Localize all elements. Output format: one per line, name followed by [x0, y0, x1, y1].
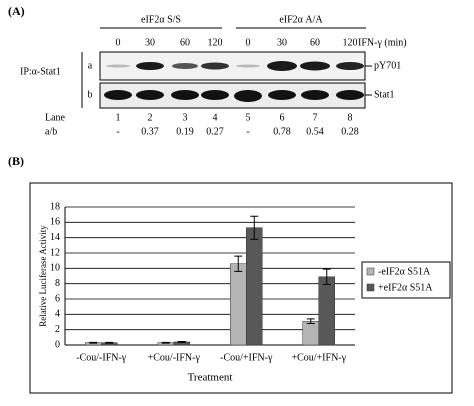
band-label: Stat1 [374, 89, 395, 100]
y-tick-label: 10 [50, 263, 60, 274]
ratio-value: 0.54 [306, 126, 324, 137]
panel-frame [29, 182, 453, 394]
ratio-value: 0.37 [141, 126, 159, 137]
ratio-value: 0.78 [273, 126, 291, 137]
time-value: 30 [277, 37, 287, 48]
legend-box [361, 261, 451, 299]
error-bar [177, 341, 186, 343]
panel-label: (B) [8, 154, 24, 168]
legend-swatch [366, 283, 375, 292]
y-tick-label: 14 [50, 232, 60, 243]
lane-number: 3 [183, 112, 188, 123]
row-label: a [88, 60, 93, 71]
time-value: 60 [310, 37, 320, 48]
group-label: eIF2α A/A [279, 14, 323, 25]
ratio-value: 0.28 [341, 126, 359, 137]
error-bar [306, 318, 315, 325]
lane-number: 4 [213, 112, 218, 123]
lane-number: 1 [116, 112, 121, 123]
group-label: eIF2α S/S [141, 14, 181, 25]
row-label: b [88, 89, 93, 100]
error-bar [250, 215, 259, 240]
bar [318, 276, 335, 346]
y-axis-label: Relative Luciferase Activity [38, 225, 48, 327]
error-bar [322, 268, 331, 285]
time-label: IFN-γ (min) [358, 37, 407, 48]
time-value: 30 [145, 37, 155, 48]
ratio-value: 0.19 [176, 126, 194, 137]
y-tick-label: 18 [50, 201, 60, 212]
time-value: 0 [116, 37, 121, 48]
y-tick-label: 4 [55, 309, 60, 320]
lane-number: 2 [148, 112, 153, 123]
time-value: 0 [246, 37, 251, 48]
error-bar [89, 341, 98, 344]
panel-label: (A) [8, 4, 25, 18]
bands-b [104, 90, 364, 102]
bar [302, 320, 319, 346]
band-label: pY701 [374, 60, 401, 71]
lane-number: 7 [313, 112, 318, 123]
time-value: 120 [208, 37, 223, 48]
error-bar [161, 341, 170, 344]
y-tick-label: 16 [50, 217, 60, 228]
ratio-value: 0.27 [206, 126, 224, 137]
lane-number: 5 [246, 112, 251, 123]
y-tick-label: 12 [50, 247, 60, 258]
y-tick-label: 6 [55, 293, 60, 304]
y-tick-label: 2 [55, 324, 60, 335]
ratio-value: - [116, 126, 119, 137]
ratio-label: a/b [45, 126, 57, 137]
y-tick-label: 0 [55, 339, 60, 350]
time-value: 120 [343, 37, 358, 48]
ratio-value: - [246, 126, 249, 137]
legend-label: -eIF2α S51A [378, 266, 431, 277]
bar [246, 227, 263, 346]
x-axis-label: Treatment [188, 372, 233, 384]
x-tick-label: -Cou/-IFN-γ [76, 352, 127, 363]
x-tick-label: +Cou/+IFN-γ [291, 352, 346, 363]
bar [230, 263, 247, 346]
lane-number: 6 [280, 112, 285, 123]
lane-label: Lane [45, 112, 66, 123]
legend-swatch [366, 267, 375, 276]
bands-a [106, 61, 364, 71]
legend-label: +eIF2α S51A [378, 282, 433, 293]
error-bar [234, 255, 243, 272]
lane-number: 8 [348, 112, 353, 123]
error-bar [105, 341, 114, 344]
y-tick-label: 8 [55, 278, 60, 289]
ip-label: IP:α-Stat1 [20, 66, 61, 77]
x-tick-label: -Cou/+IFN-γ [220, 352, 273, 363]
time-value: 60 [180, 37, 190, 48]
x-tick-label: +Cou/-IFN-γ [148, 352, 201, 363]
